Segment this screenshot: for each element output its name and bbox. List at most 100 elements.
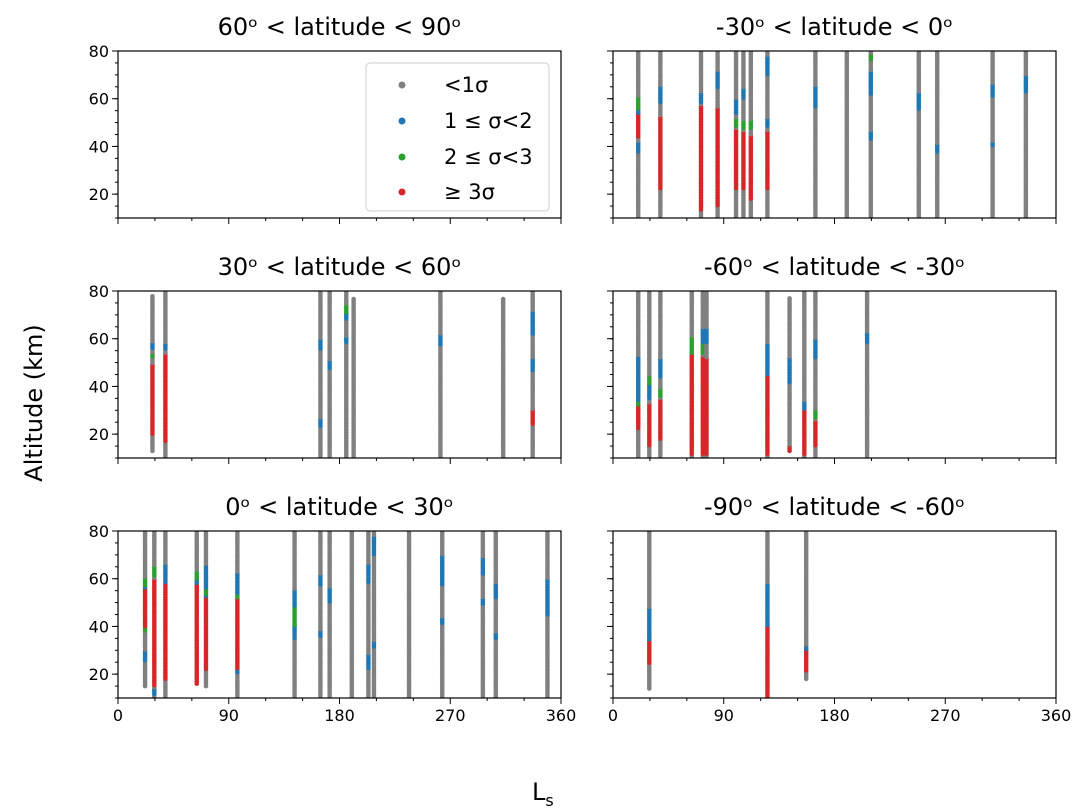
profile-ls-186 — [343, 291, 349, 458]
point-gray — [990, 51, 995, 55]
panel-data — [635, 51, 1029, 218]
point-gray — [1023, 51, 1029, 55]
panel-6: -90ᵒ < latitude < -60ᵒ 0 90 180 270 360 — [607, 493, 1071, 725]
y-tick-label: 60 — [89, 570, 109, 589]
panel-frame — [612, 290, 1057, 459]
profile-ls-307 — [493, 531, 499, 698]
x-tick-label: 270 — [435, 706, 466, 725]
profile-ls-126 — [765, 531, 770, 698]
point-gray — [366, 531, 371, 535]
point-gray — [715, 51, 720, 55]
point-gray — [480, 531, 486, 535]
profile-ls-155 — [802, 291, 807, 458]
legend-label-1to2: 1 ≤ σ<2 — [444, 109, 533, 133]
panel-1: 60ᵒ < latitude < 90ᵒ 20 40 60 80 — [89, 13, 562, 224]
point-gray — [142, 531, 148, 534]
point-gray — [803, 531, 809, 536]
panel-data — [150, 291, 535, 458]
point-gray — [647, 291, 652, 295]
legend-label-2to3: 2 ≤ σ<3 — [444, 145, 533, 169]
profile-ls-21 — [635, 291, 641, 458]
panel-data — [635, 291, 870, 458]
point-gray — [916, 51, 922, 55]
profile-ls-209 — [868, 51, 874, 218]
profile-ls-100 — [733, 51, 739, 218]
profile-ls-165 — [318, 291, 323, 458]
x-tick-label: 180 — [324, 706, 355, 725]
profile-ls-64 — [689, 291, 695, 458]
point-gray — [349, 531, 355, 535]
profile-ls-206 — [864, 291, 870, 458]
point-gray — [194, 531, 200, 534]
y-tick-label: 40 — [89, 617, 109, 636]
point-gray — [545, 531, 550, 535]
point-gray — [658, 51, 663, 55]
y-tick-label: 20 — [89, 185, 109, 204]
point-gray — [934, 51, 940, 55]
profile-ls-39 — [163, 531, 168, 698]
profile-ls-20 — [635, 51, 641, 218]
profile-ls-337 — [530, 291, 535, 458]
profile-ls-38 — [658, 51, 663, 218]
profile-ls-296 — [480, 531, 486, 698]
profile-ls-72 — [698, 51, 704, 218]
point-gray — [844, 51, 850, 55]
point-gray — [292, 531, 297, 535]
x-tick-label: 0 — [113, 706, 123, 725]
y-tick-label: 40 — [89, 137, 109, 156]
profile-ls-143 — [292, 531, 297, 698]
point-gray — [163, 291, 168, 295]
y-tick-label: 60 — [89, 90, 109, 109]
point-gray — [700, 291, 706, 295]
point-gray — [163, 531, 168, 535]
profile-ls-85 — [715, 51, 720, 218]
profile-ls-164 — [813, 51, 818, 218]
profile-ls-349 — [545, 531, 550, 698]
legend-box — [365, 62, 550, 212]
point-gray — [493, 531, 499, 535]
panel-title: -90ᵒ < latitude < -60ᵒ — [704, 493, 965, 521]
y-tick-label: 80 — [89, 42, 109, 61]
point-gray — [698, 51, 704, 55]
legend: <1σ 1 ≤ σ<2 2 ≤ σ<3 ≥ 3σ — [365, 62, 550, 212]
panel-title: 0ᵒ < latitude < 30ᵒ — [225, 493, 453, 521]
point-gray — [318, 531, 323, 535]
point-gray — [868, 51, 874, 55]
panel-data — [646, 531, 809, 698]
panel-frame — [117, 50, 562, 219]
point-gray — [530, 291, 535, 295]
point-gray — [733, 51, 739, 55]
profile-ls-262 — [438, 291, 443, 458]
point-gray — [765, 531, 770, 535]
profile-ls-30 — [647, 291, 652, 458]
point-gray — [406, 531, 412, 535]
point-gray — [327, 291, 332, 295]
x-tick-label: 360 — [546, 706, 577, 725]
profile-ls-308 — [990, 51, 995, 218]
point-gray — [203, 531, 209, 534]
legend-label-ge3: ≥ 3σ — [444, 180, 495, 204]
profile-ls-248 — [916, 51, 922, 218]
point-gray — [327, 531, 332, 535]
profile-ls-190 — [844, 51, 850, 218]
profile-ls-64 — [194, 531, 200, 686]
point-gray — [765, 51, 770, 55]
y-tick-label: 80 — [89, 522, 109, 541]
x-axis-label-main: L — [532, 778, 546, 806]
point-gray — [635, 291, 641, 295]
panel-2: -30ᵒ < latitude < 0ᵒ — [607, 13, 1057, 224]
y-axis-label: Altitude (km) — [20, 324, 48, 481]
legend-label-lt1: <1σ — [444, 73, 488, 97]
profile-ls-106 — [741, 51, 746, 218]
point-gray — [704, 291, 709, 295]
profile-ls-172 — [327, 531, 332, 698]
panel-frame — [117, 530, 562, 699]
profile-ls-125 — [765, 291, 770, 458]
panel-frame — [117, 290, 562, 459]
profile-ls-38 — [658, 291, 663, 458]
panel-data — [142, 531, 550, 698]
x-tick-label: 270 — [930, 706, 961, 725]
profile-ls-29 — [646, 531, 652, 691]
y-tick-label: 40 — [89, 377, 109, 396]
